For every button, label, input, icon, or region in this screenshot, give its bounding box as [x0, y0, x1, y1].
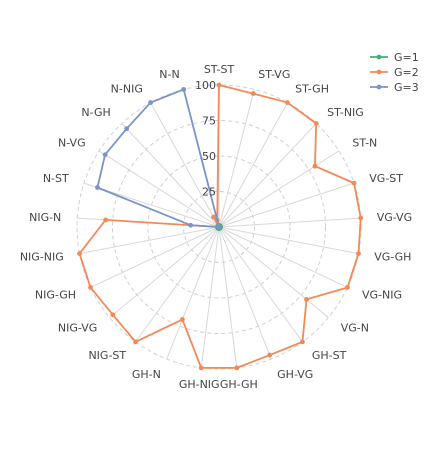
- category-label: GH-GH: [220, 378, 258, 391]
- spoke-line: [218, 226, 359, 255]
- data-point-G=2[interactable]: [133, 339, 138, 345]
- data-point-G=2[interactable]: [285, 100, 290, 105]
- category-label: NIG-GH: [35, 288, 76, 301]
- data-point-G=2[interactable]: [110, 312, 116, 318]
- category-label: ST-N: [352, 136, 377, 149]
- grid-circle-75: [112, 120, 326, 334]
- data-point-G=2[interactable]: [313, 121, 319, 126]
- spoke-line: [150, 102, 220, 228]
- legend-marker[interactable]: [376, 84, 382, 90]
- data-point-G=2[interactable]: [211, 214, 216, 220]
- category-label: N-GH: [81, 106, 110, 119]
- category-label: VG-VG: [377, 211, 412, 224]
- spoke-line: [90, 226, 220, 288]
- category-label: N-VG: [58, 136, 86, 149]
- spoke-line: [218, 150, 340, 228]
- legend-marker[interactable]: [376, 69, 382, 75]
- spoke-line: [218, 89, 255, 228]
- data-point-G=3[interactable]: [124, 126, 130, 132]
- data-point-G=2[interactable]: [180, 317, 185, 322]
- category-label: NIG-N: [29, 211, 61, 224]
- spoke-line: [218, 123, 317, 228]
- data-point-G=2[interactable]: [304, 297, 309, 302]
- spoke-line: [218, 226, 329, 318]
- spoke-line: [135, 226, 220, 343]
- category-label: GH-ST: [312, 349, 347, 362]
- data-point-G=2[interactable]: [351, 180, 357, 186]
- category-label: ST-GH: [295, 83, 329, 96]
- category-label: NIG-ST: [88, 349, 126, 362]
- series-line-G=2: [78, 84, 362, 369]
- radial-tick-label: 100: [195, 79, 216, 92]
- category-label: VG-NIG: [362, 288, 402, 301]
- series-layer: [77, 82, 364, 371]
- radial-tick-labels: 25 50 75 100: [195, 79, 216, 199]
- data-point-G=2[interactable]: [234, 365, 240, 371]
- grid-circle-50: [147, 155, 291, 299]
- spoke-line: [79, 226, 220, 255]
- spoke-line: [166, 226, 220, 360]
- spoke-line: [109, 226, 220, 318]
- data-point-G=2[interactable]: [88, 285, 93, 290]
- category-label: GH-N: [132, 368, 161, 381]
- radar-grid: [76, 84, 362, 370]
- category-label: N-ST: [43, 172, 69, 185]
- category-label: NIG-VG: [58, 322, 97, 335]
- data-point-G=2[interactable]: [312, 163, 318, 169]
- legend-marker[interactable]: [376, 54, 382, 60]
- spoke-line: [218, 226, 272, 360]
- legend-label[interactable]: G=3: [394, 81, 419, 94]
- spoke-line: [98, 150, 220, 228]
- legend-label[interactable]: G=2: [394, 66, 419, 79]
- data-point-G=2[interactable]: [77, 251, 82, 257]
- category-label: N-NIG: [111, 83, 143, 96]
- category-label: NIG-NIG: [20, 251, 64, 264]
- data-point-G=2[interactable]: [250, 91, 256, 96]
- spoke-line: [218, 226, 303, 343]
- category-label: N-N: [159, 68, 179, 81]
- series-line-G=3: [96, 88, 220, 228]
- data-point-G=2[interactable]: [300, 339, 305, 345]
- spoke-line: [121, 123, 220, 228]
- category-label: VG-ST: [369, 172, 403, 185]
- category-label: VG-GH: [374, 251, 411, 264]
- spoke-line: [200, 226, 220, 368]
- category-label: ST-VG: [258, 68, 290, 81]
- category-label: ST-ST: [204, 63, 235, 76]
- grid-circle-25: [183, 191, 255, 263]
- spoke-line: [218, 182, 355, 228]
- radial-tick-label: 25: [202, 186, 216, 199]
- category-label: ST-NIG: [327, 106, 364, 119]
- legend[interactable]: G=1 G=2 G=3: [370, 51, 419, 94]
- category-label: GH-VG: [277, 368, 313, 381]
- data-point-G=3[interactable]: [148, 100, 153, 105]
- data-point-G=2[interactable]: [198, 365, 204, 371]
- spoke-line: [218, 226, 238, 368]
- data-point-G=3[interactable]: [95, 185, 100, 190]
- data-point-G=3[interactable]: [181, 87, 187, 92]
- legend-label[interactable]: G=1: [394, 51, 419, 64]
- spoke-line: [218, 226, 348, 288]
- data-point-G=2[interactable]: [267, 352, 273, 358]
- data-point-G=2[interactable]: [358, 215, 364, 221]
- data-point-G=2[interactable]: [103, 217, 109, 223]
- category-label: GH-NIG: [179, 378, 220, 391]
- data-point-G=2[interactable]: [356, 251, 361, 257]
- category-labels: ST-ST ST-VG ST-GH ST-NIG ST-N VG-ST VG-VG VG-GH…: [20, 63, 412, 391]
- data-point-G=3[interactable]: [102, 152, 108, 158]
- data-point-G=2[interactable]: [345, 285, 350, 290]
- radial-tick-label: 50: [202, 150, 216, 163]
- data-point-G=3[interactable]: [188, 222, 194, 228]
- spoke-line: [218, 217, 361, 228]
- radial-tick-label: 75: [202, 115, 216, 128]
- category-label: VG-N: [341, 322, 369, 335]
- spoke-line: [218, 102, 288, 228]
- data-point-G=2[interactable]: [216, 82, 222, 88]
- data-point-G=3[interactable]: [216, 224, 222, 230]
